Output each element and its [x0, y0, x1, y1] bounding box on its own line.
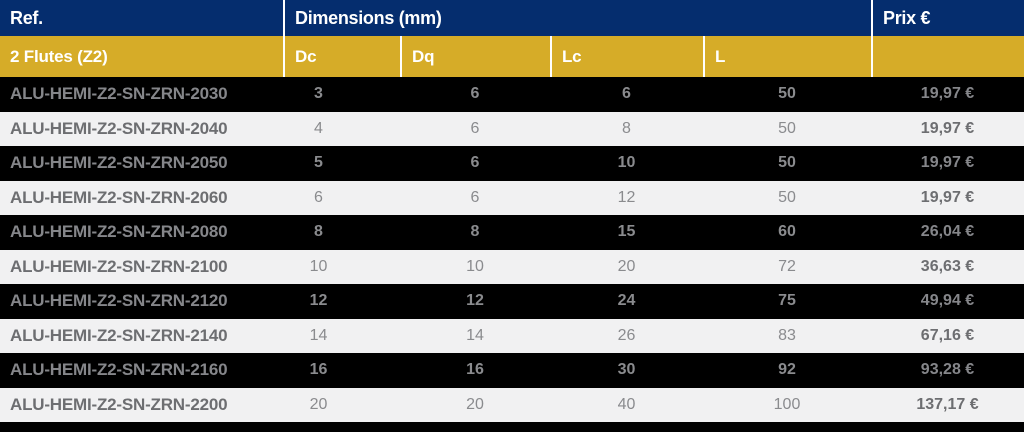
l-cell: 92 — [778, 361, 796, 379]
table-row: ALU-HEMI-Z2-SN-ZRN-2200 20 20 40 100 137… — [0, 387, 1024, 422]
dq-cell: 20 — [466, 395, 484, 413]
dq-cell: 14 — [466, 326, 484, 344]
table-row: ALU-HEMI-Z2-SN-ZRN-2050 5 6 10 50 19,97 … — [0, 146, 1024, 181]
dq-cell: 6 — [470, 154, 480, 172]
dc-cell: 6 — [314, 188, 323, 206]
dq-cell: 12 — [466, 292, 484, 310]
ref-cell: ALU-HEMI-Z2-SN-ZRN-2050 — [10, 153, 228, 173]
lc-cell: 20 — [617, 257, 636, 275]
column-header-ref: Ref. — [10, 7, 43, 28]
price-cell: 67,16 € — [920, 326, 975, 344]
price-cell: 19,97 € — [920, 188, 975, 206]
ref-cell: ALU-HEMI-Z2-SN-ZRN-2160 — [10, 360, 228, 380]
ref-cell: ALU-HEMI-Z2-SN-ZRN-2030 — [10, 84, 228, 104]
dq-cell: 6 — [470, 188, 480, 206]
dq-cell: 10 — [466, 257, 484, 275]
l-cell: 72 — [778, 257, 796, 275]
ref-cell: ALU-HEMI-Z2-SN-ZRN-2060 — [10, 187, 228, 207]
price-cell: 49,94 € — [920, 292, 975, 310]
l-cell: 50 — [778, 119, 796, 137]
l-cell: 60 — [778, 223, 796, 241]
ref-cell: ALU-HEMI-Z2-SN-ZRN-2100 — [10, 256, 228, 276]
lc-cell: 8 — [622, 119, 631, 137]
subheader-price-empty — [871, 36, 1024, 77]
price-cell: 26,04 € — [920, 223, 975, 241]
lc-cell: 10 — [617, 154, 636, 172]
price-cell: 19,97 € — [920, 85, 975, 103]
lc-cell: 30 — [617, 361, 636, 379]
lc-cell: 15 — [617, 223, 636, 241]
ref-cell: ALU-HEMI-Z2-SN-ZRN-2120 — [10, 291, 228, 311]
lc-cell: 26 — [617, 326, 636, 344]
table-row: ALU-HEMI-Z2-SN-ZRN-2120 12 12 24 75 49,9… — [0, 284, 1024, 319]
dq-cell: 8 — [470, 223, 480, 241]
lc-cell: 6 — [622, 85, 631, 103]
subheader-l: L — [703, 36, 871, 77]
lc-cell: 40 — [617, 395, 636, 413]
l-cell: 83 — [778, 326, 796, 344]
ref-cell: ALU-HEMI-Z2-SN-ZRN-2140 — [10, 325, 228, 345]
dc-cell: 3 — [314, 85, 323, 103]
table-header-row: Ref. Dimensions (mm) Prix € — [0, 0, 1024, 36]
subheader-lc: Lc — [550, 36, 703, 77]
subheader-dc: Dc — [283, 36, 400, 77]
lc-cell: 12 — [617, 188, 636, 206]
l-cell: 50 — [778, 85, 796, 103]
table-bottom-border — [0, 422, 1024, 432]
dc-cell: 4 — [314, 119, 323, 137]
table-row: ALU-HEMI-Z2-SN-ZRN-2160 16 16 30 92 93,2… — [0, 353, 1024, 388]
price-cell: 93,28 € — [920, 361, 975, 379]
dc-cell: 8 — [314, 223, 323, 241]
dq-cell: 16 — [466, 361, 484, 379]
subheader-flutes-label: 2 Flutes (Z2) — [10, 46, 108, 66]
table-row: ALU-HEMI-Z2-SN-ZRN-2100 10 10 20 72 36,6… — [0, 249, 1024, 284]
dc-cell: 12 — [309, 292, 328, 310]
dc-cell: 14 — [309, 326, 328, 344]
table-row: ALU-HEMI-Z2-SN-ZRN-2080 8 8 15 60 26,04 … — [0, 215, 1024, 250]
table-row: ALU-HEMI-Z2-SN-ZRN-2060 6 6 12 50 19,97 … — [0, 180, 1024, 215]
l-cell: 75 — [778, 292, 796, 310]
table-subheader-row: 2 Flutes (Z2) Dc Dq Lc L — [0, 36, 1024, 77]
price-cell: 137,17 € — [916, 395, 979, 413]
ref-cell: ALU-HEMI-Z2-SN-ZRN-2080 — [10, 222, 228, 242]
dc-cell: 16 — [309, 361, 328, 379]
l-cell: 50 — [778, 154, 796, 172]
column-header-price: Prix € — [871, 0, 1024, 36]
table-row: ALU-HEMI-Z2-SN-ZRN-2030 3 6 6 50 19,97 € — [0, 77, 1024, 112]
dc-cell: 20 — [309, 395, 328, 413]
dq-cell: 6 — [470, 119, 480, 137]
table-row: ALU-HEMI-Z2-SN-ZRN-2140 14 14 26 83 67,1… — [0, 318, 1024, 353]
dc-cell: 5 — [314, 154, 323, 172]
subheader-dq: Dq — [400, 36, 550, 77]
table-row: ALU-HEMI-Z2-SN-ZRN-2040 4 6 8 50 19,97 € — [0, 111, 1024, 146]
ref-cell: ALU-HEMI-Z2-SN-ZRN-2040 — [10, 118, 228, 138]
dq-cell: 6 — [470, 85, 480, 103]
l-cell: 50 — [778, 188, 796, 206]
lc-cell: 24 — [617, 292, 636, 310]
l-cell: 100 — [773, 395, 801, 413]
price-cell: 19,97 € — [920, 119, 975, 137]
price-cell: 36,63 € — [920, 257, 975, 275]
column-header-dimensions: Dimensions (mm) — [283, 0, 871, 36]
price-cell: 19,97 € — [920, 154, 975, 172]
ref-cell: ALU-HEMI-Z2-SN-ZRN-2200 — [10, 394, 228, 414]
dc-cell: 10 — [309, 257, 328, 275]
